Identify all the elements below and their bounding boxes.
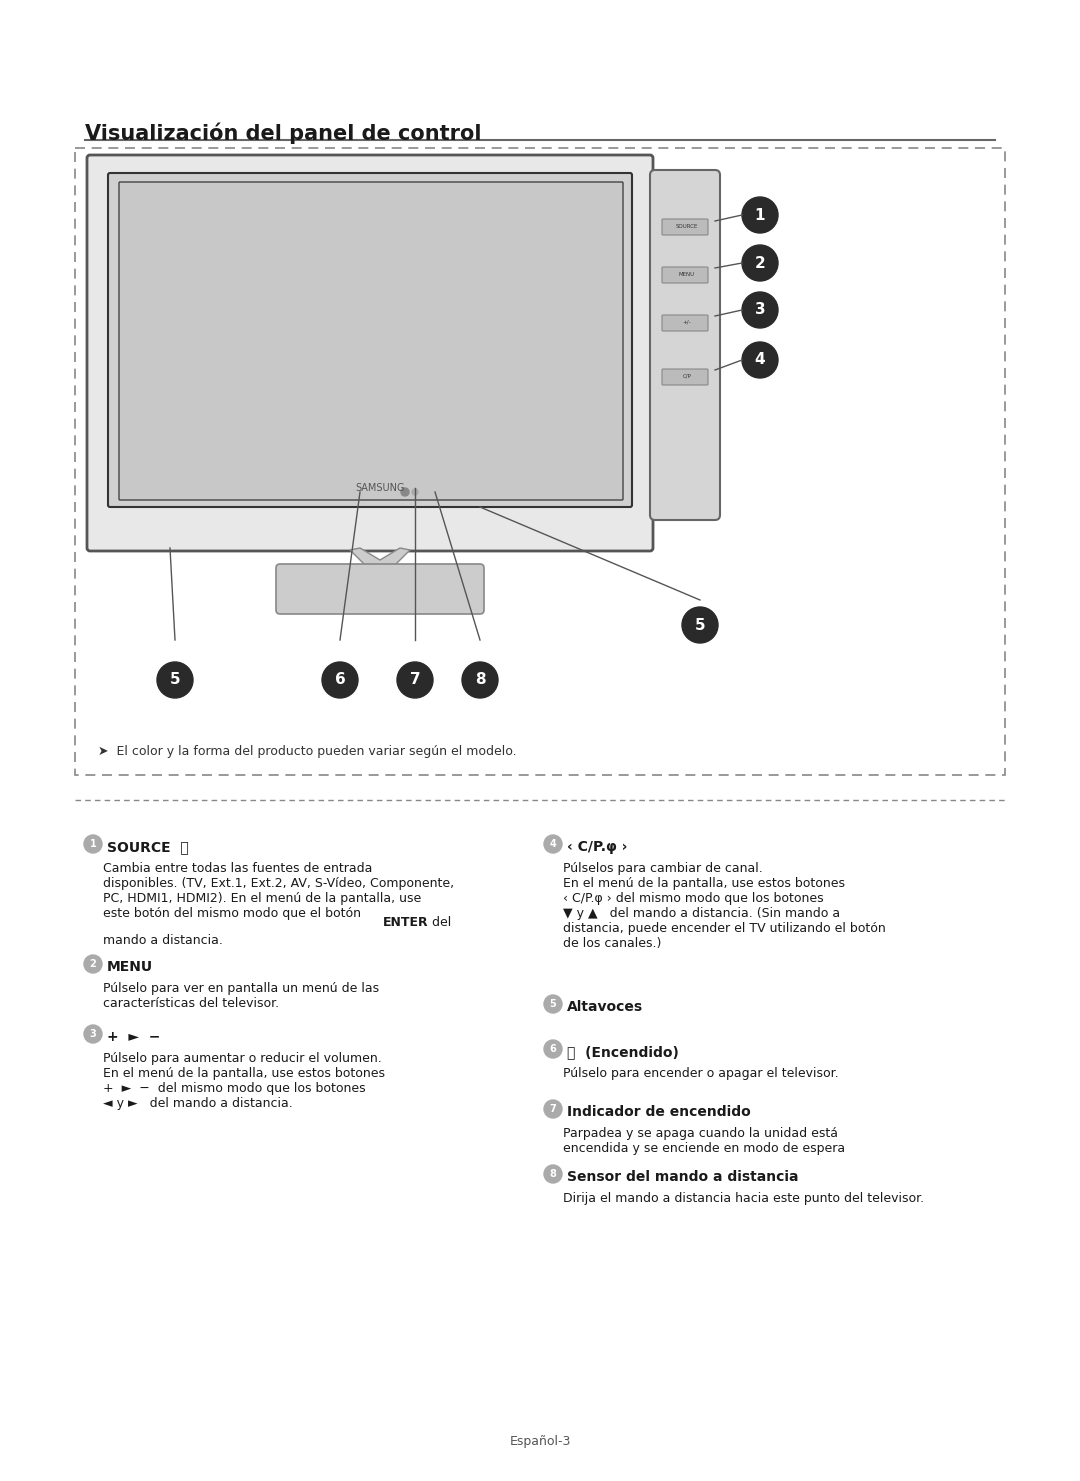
FancyBboxPatch shape: [662, 369, 708, 385]
Text: Parpadea y se apaga cuando la unidad está
encendida y se enciende en modo de esp: Parpadea y se apaga cuando la unidad est…: [563, 1127, 846, 1155]
Circle shape: [84, 835, 102, 853]
Text: ➤  El color y la forma del producto pueden variar según el modelo.: ➤ El color y la forma del producto puede…: [98, 745, 516, 758]
Text: 3: 3: [755, 302, 766, 317]
Text: 6: 6: [335, 672, 346, 687]
Circle shape: [462, 662, 498, 698]
Text: 8: 8: [475, 672, 485, 687]
Text: SAMSUNG: SAMSUNG: [355, 483, 405, 493]
Text: C/P: C/P: [683, 373, 691, 379]
Text: +  ►  −: + ► −: [107, 1029, 160, 1044]
Circle shape: [742, 342, 778, 378]
Circle shape: [544, 1040, 562, 1057]
FancyBboxPatch shape: [662, 267, 708, 283]
Text: Cambia entre todas las fuentes de entrada
disponibles. (TV, Ext.1, Ext.2, AV, S-: Cambia entre todas las fuentes de entrad…: [103, 862, 454, 920]
Text: 8: 8: [550, 1169, 556, 1179]
Text: Indicador de encendido: Indicador de encendido: [567, 1105, 751, 1120]
Text: 7: 7: [550, 1103, 556, 1114]
Circle shape: [322, 662, 357, 698]
Circle shape: [742, 292, 778, 327]
Text: ENTER: ENTER: [383, 917, 429, 929]
Text: Visualización del panel de control: Visualización del panel de control: [85, 121, 482, 144]
Text: Púlselo para ver en pantalla un menú de las
características del televisor.: Púlselo para ver en pantalla un menú de …: [103, 982, 379, 1010]
Text: Púlselo para encender o apagar el televisor.: Púlselo para encender o apagar el televi…: [563, 1066, 839, 1080]
Text: +/-: +/-: [683, 320, 691, 324]
Circle shape: [84, 955, 102, 973]
Circle shape: [397, 662, 433, 698]
Text: SOURCE  ⭳: SOURCE ⭳: [107, 840, 189, 855]
FancyBboxPatch shape: [650, 170, 720, 520]
Circle shape: [681, 607, 718, 643]
Circle shape: [157, 662, 193, 698]
Circle shape: [411, 489, 418, 495]
Text: 4: 4: [755, 352, 766, 367]
Text: Altavoces: Altavoces: [567, 1000, 643, 1014]
Text: 5: 5: [694, 618, 705, 632]
Text: mando a distancia.: mando a distancia.: [103, 935, 222, 946]
Circle shape: [544, 835, 562, 853]
Text: 1: 1: [755, 207, 766, 222]
Circle shape: [544, 1100, 562, 1118]
Text: 6: 6: [550, 1044, 556, 1054]
Text: Español-3: Español-3: [510, 1435, 570, 1448]
Text: 2: 2: [755, 256, 766, 271]
Text: 1: 1: [90, 840, 96, 849]
Text: 2: 2: [90, 960, 96, 969]
Text: 4: 4: [550, 840, 556, 849]
FancyBboxPatch shape: [108, 173, 632, 507]
Text: Dirija el mando a distancia hacia este punto del televisor.: Dirija el mando a distancia hacia este p…: [563, 1192, 924, 1206]
Polygon shape: [350, 548, 410, 570]
Circle shape: [544, 995, 562, 1013]
Text: 3: 3: [90, 1029, 96, 1040]
Text: 5: 5: [170, 672, 180, 687]
Circle shape: [401, 489, 409, 496]
Text: 7: 7: [409, 672, 420, 687]
Text: 5: 5: [550, 1000, 556, 1009]
FancyBboxPatch shape: [119, 182, 623, 501]
Text: ‹ C/P.φ ›: ‹ C/P.φ ›: [567, 840, 627, 855]
Circle shape: [742, 244, 778, 281]
Text: SOURCE: SOURCE: [676, 224, 698, 228]
Circle shape: [544, 1166, 562, 1183]
FancyBboxPatch shape: [662, 315, 708, 330]
Circle shape: [84, 1025, 102, 1043]
Text: ⏻  (Encendido): ⏻ (Encendido): [567, 1046, 679, 1059]
FancyBboxPatch shape: [276, 564, 484, 615]
Text: Púlselo para aumentar o reducir el volumen.
En el menú de la pantalla, use estos: Púlselo para aumentar o reducir el volum…: [103, 1052, 384, 1109]
Text: del: del: [428, 917, 451, 929]
FancyBboxPatch shape: [87, 156, 653, 551]
Text: MENU: MENU: [107, 960, 153, 974]
Text: MENU: MENU: [679, 271, 696, 277]
Text: Sensor del mando a distancia: Sensor del mando a distancia: [567, 1170, 798, 1183]
FancyBboxPatch shape: [662, 219, 708, 235]
Text: Púlselos para cambiar de canal.
En el menú de la pantalla, use estos botones
‹ C: Púlselos para cambiar de canal. En el me…: [563, 862, 886, 949]
Circle shape: [742, 197, 778, 233]
